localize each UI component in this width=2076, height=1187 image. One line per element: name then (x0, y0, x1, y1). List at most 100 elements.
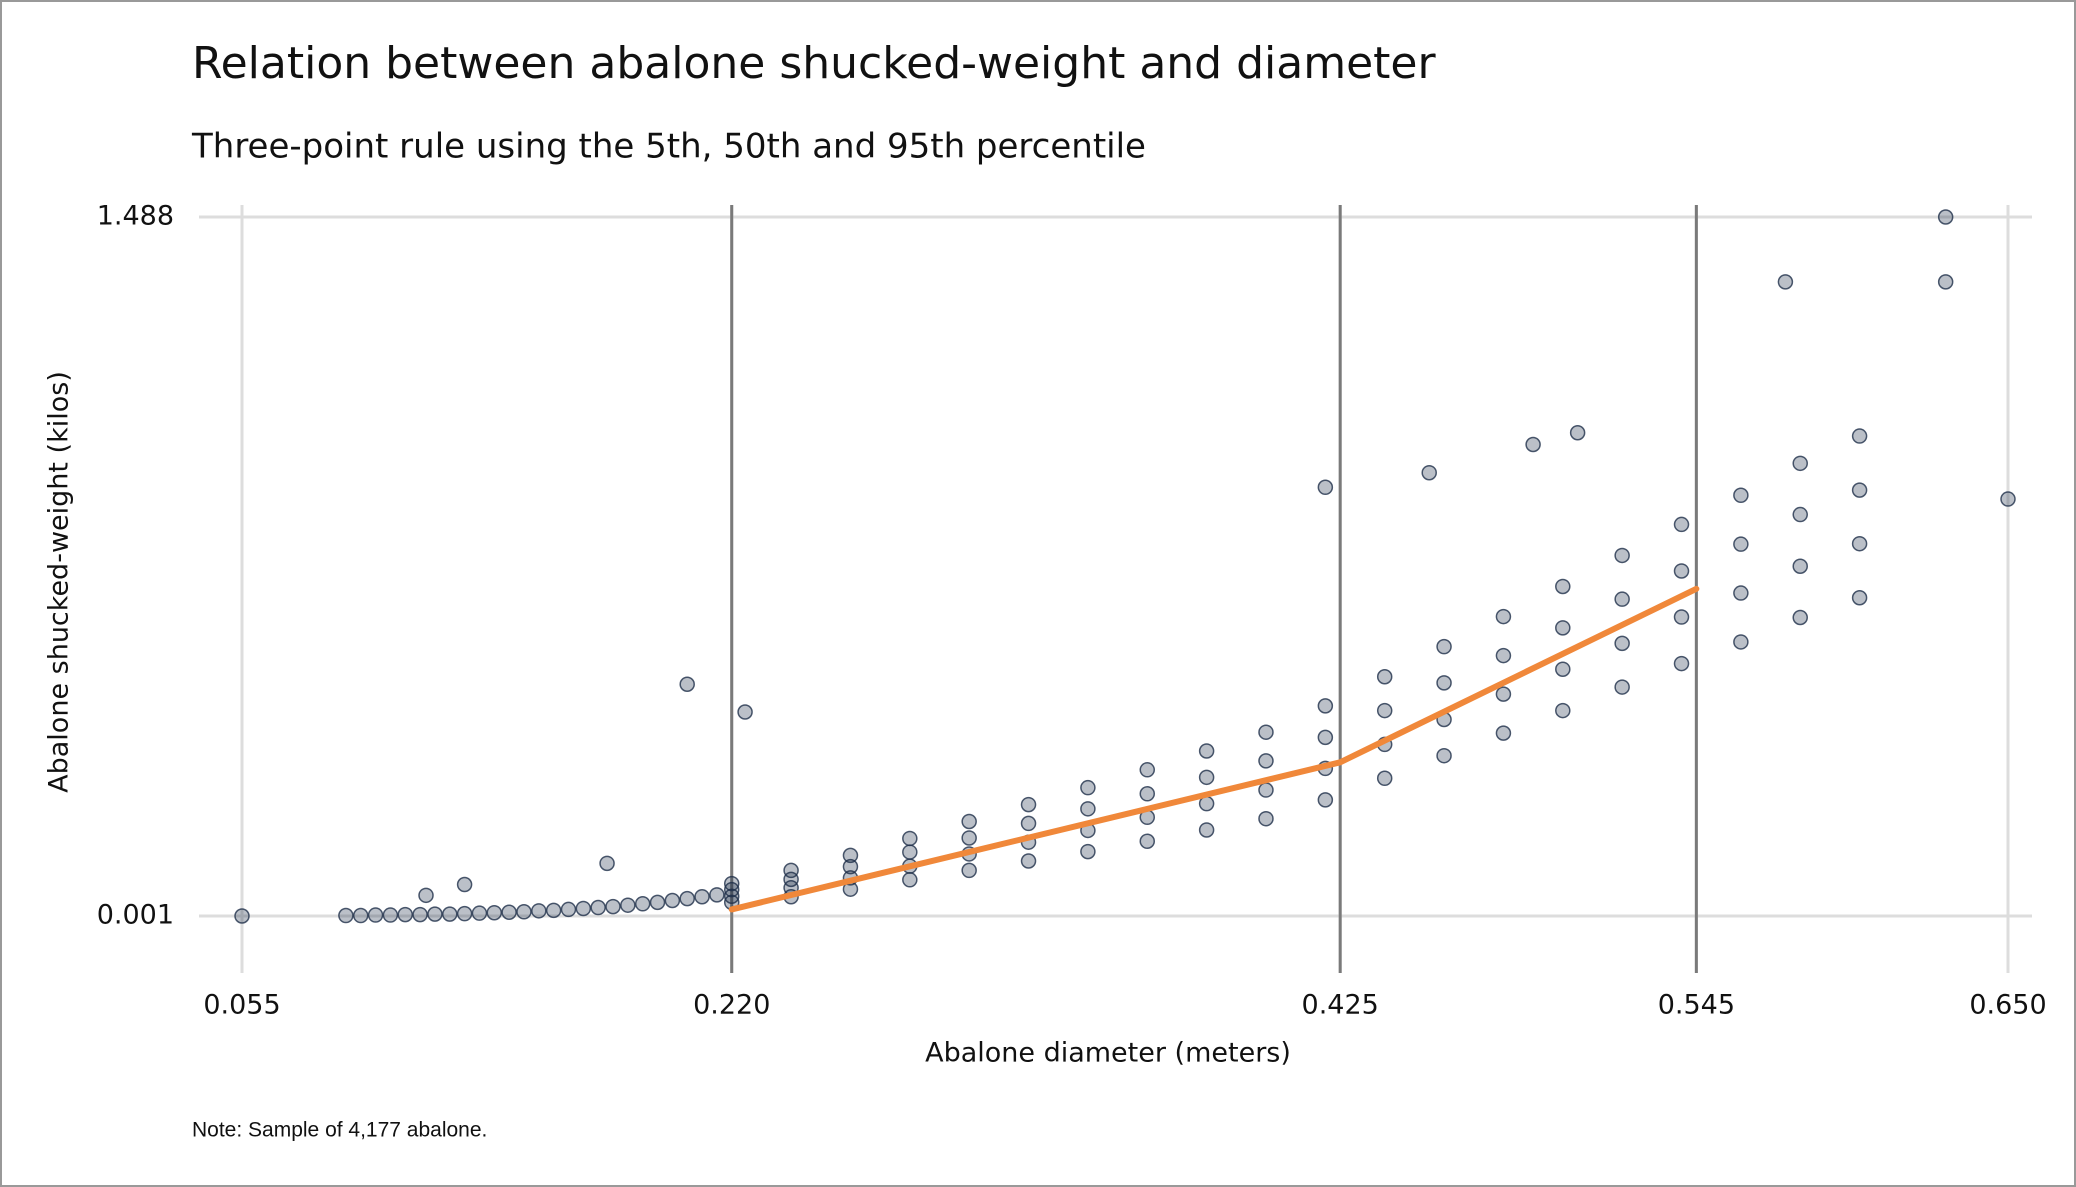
scatter-point (338, 907, 354, 924)
scatter-point (709, 887, 725, 903)
scatter-point (1851, 428, 1868, 444)
scatter-point (664, 892, 681, 909)
scatter-point (1673, 609, 1690, 625)
scatter-point (1673, 516, 1690, 533)
scatter-point (1733, 487, 1749, 504)
scatter-point (1555, 578, 1571, 595)
scatter-point (1317, 729, 1334, 746)
fit-line (728, 585, 1700, 913)
scatter-point (1851, 535, 1868, 552)
scatter-point (575, 900, 592, 917)
chart-subtitle: Three-point rule using the 5th, 50th and… (191, 127, 1146, 167)
scatter-point (1614, 635, 1630, 652)
scatter-point (1436, 747, 1452, 764)
scatter-point (902, 830, 918, 847)
scatter-point (1198, 769, 1215, 786)
scatter-point (1495, 725, 1512, 741)
scatter-point (1614, 547, 1630, 564)
scatter-point (560, 901, 577, 918)
scatter-point (1733, 585, 1749, 601)
scatter-point (1020, 815, 1037, 832)
scatter-point (842, 858, 859, 875)
scatter-point (723, 881, 740, 898)
scatter-point (1198, 743, 1215, 759)
scatter-point (723, 875, 740, 892)
scatter-point (418, 887, 434, 904)
scatter-point (1614, 591, 1630, 607)
scatter-point (545, 902, 562, 919)
scatter-point (1317, 479, 1334, 496)
scatter-point (1376, 770, 1393, 787)
scatter-point (605, 898, 621, 915)
scatter-point (1792, 609, 1808, 626)
scatter-point (1555, 620, 1571, 636)
scatter-point (1792, 506, 1808, 523)
scatter-point (1555, 702, 1571, 719)
chart-title: Relation between abalone shucked-weight … (192, 38, 1436, 89)
x-tick-label: 0.055 (203, 990, 280, 1021)
scatter-point (902, 844, 918, 860)
scatter-point (1937, 209, 1954, 225)
scatter-point (1733, 536, 1749, 552)
scatter-point (1376, 702, 1393, 719)
scatter-point (1733, 634, 1749, 650)
scatter-point (501, 904, 517, 920)
scatter-point (1421, 464, 1437, 481)
scatter-point (1258, 753, 1274, 769)
scatter-point (2000, 491, 2016, 507)
scatter-point (1436, 675, 1452, 691)
scatter-point (694, 888, 710, 905)
scatter-point (961, 813, 977, 830)
scatter-point (531, 903, 547, 919)
scatter-point (1258, 810, 1274, 827)
scatter-point (961, 862, 977, 879)
scatter-point (679, 890, 695, 907)
scatter-point (902, 872, 918, 888)
x-tick-label: 0.425 (1302, 990, 1379, 1021)
y-tick-label: 0.001 (97, 900, 174, 931)
scatter-point (471, 905, 488, 921)
scatter-point (1139, 762, 1156, 778)
scatter-point (1020, 796, 1037, 813)
scatter-point (1614, 679, 1630, 695)
scatter-point (456, 905, 473, 922)
scatter-point (1673, 655, 1690, 672)
scatter-point (590, 899, 606, 916)
scatter-point (234, 908, 250, 924)
scatter-point (783, 862, 799, 879)
scatter-point (367, 907, 384, 923)
scatter-point (1777, 274, 1794, 290)
scatter-point (456, 876, 473, 893)
scatter-point (634, 896, 651, 912)
scatter-point (397, 906, 413, 923)
scatter-point (1258, 782, 1274, 798)
scatter-point (1555, 661, 1571, 677)
scatter-point (1080, 801, 1096, 817)
scatter-point (516, 904, 532, 920)
scatter-point (1937, 274, 1954, 290)
scatter-point (649, 894, 666, 911)
y-axis-label: Abalone shucked-weight (kilos) (44, 371, 75, 793)
scatter-point (1569, 425, 1586, 441)
scatter-point (842, 847, 859, 864)
scatter-point (620, 897, 636, 913)
scatter-point (1673, 563, 1690, 579)
scatter-point (412, 906, 428, 923)
scatter-point (1376, 668, 1393, 685)
scatter-point (1139, 786, 1156, 802)
scatter-point (1495, 608, 1512, 625)
scatter-point (1792, 455, 1808, 472)
x-tick-label: 0.650 (1969, 990, 2046, 1021)
scatter-point (737, 704, 753, 720)
scatter-point (1317, 792, 1334, 808)
note: Note: Sample of 4,177 abalone. (192, 1119, 487, 1142)
scatter-point (1080, 843, 1096, 860)
scatter-point (679, 676, 695, 693)
x-axis-label: Abalone diameter (meters) (925, 1038, 1291, 1069)
y-tick-label: 1.488 (97, 201, 174, 232)
scatter-point (486, 904, 503, 921)
scatter-point (1436, 638, 1452, 655)
